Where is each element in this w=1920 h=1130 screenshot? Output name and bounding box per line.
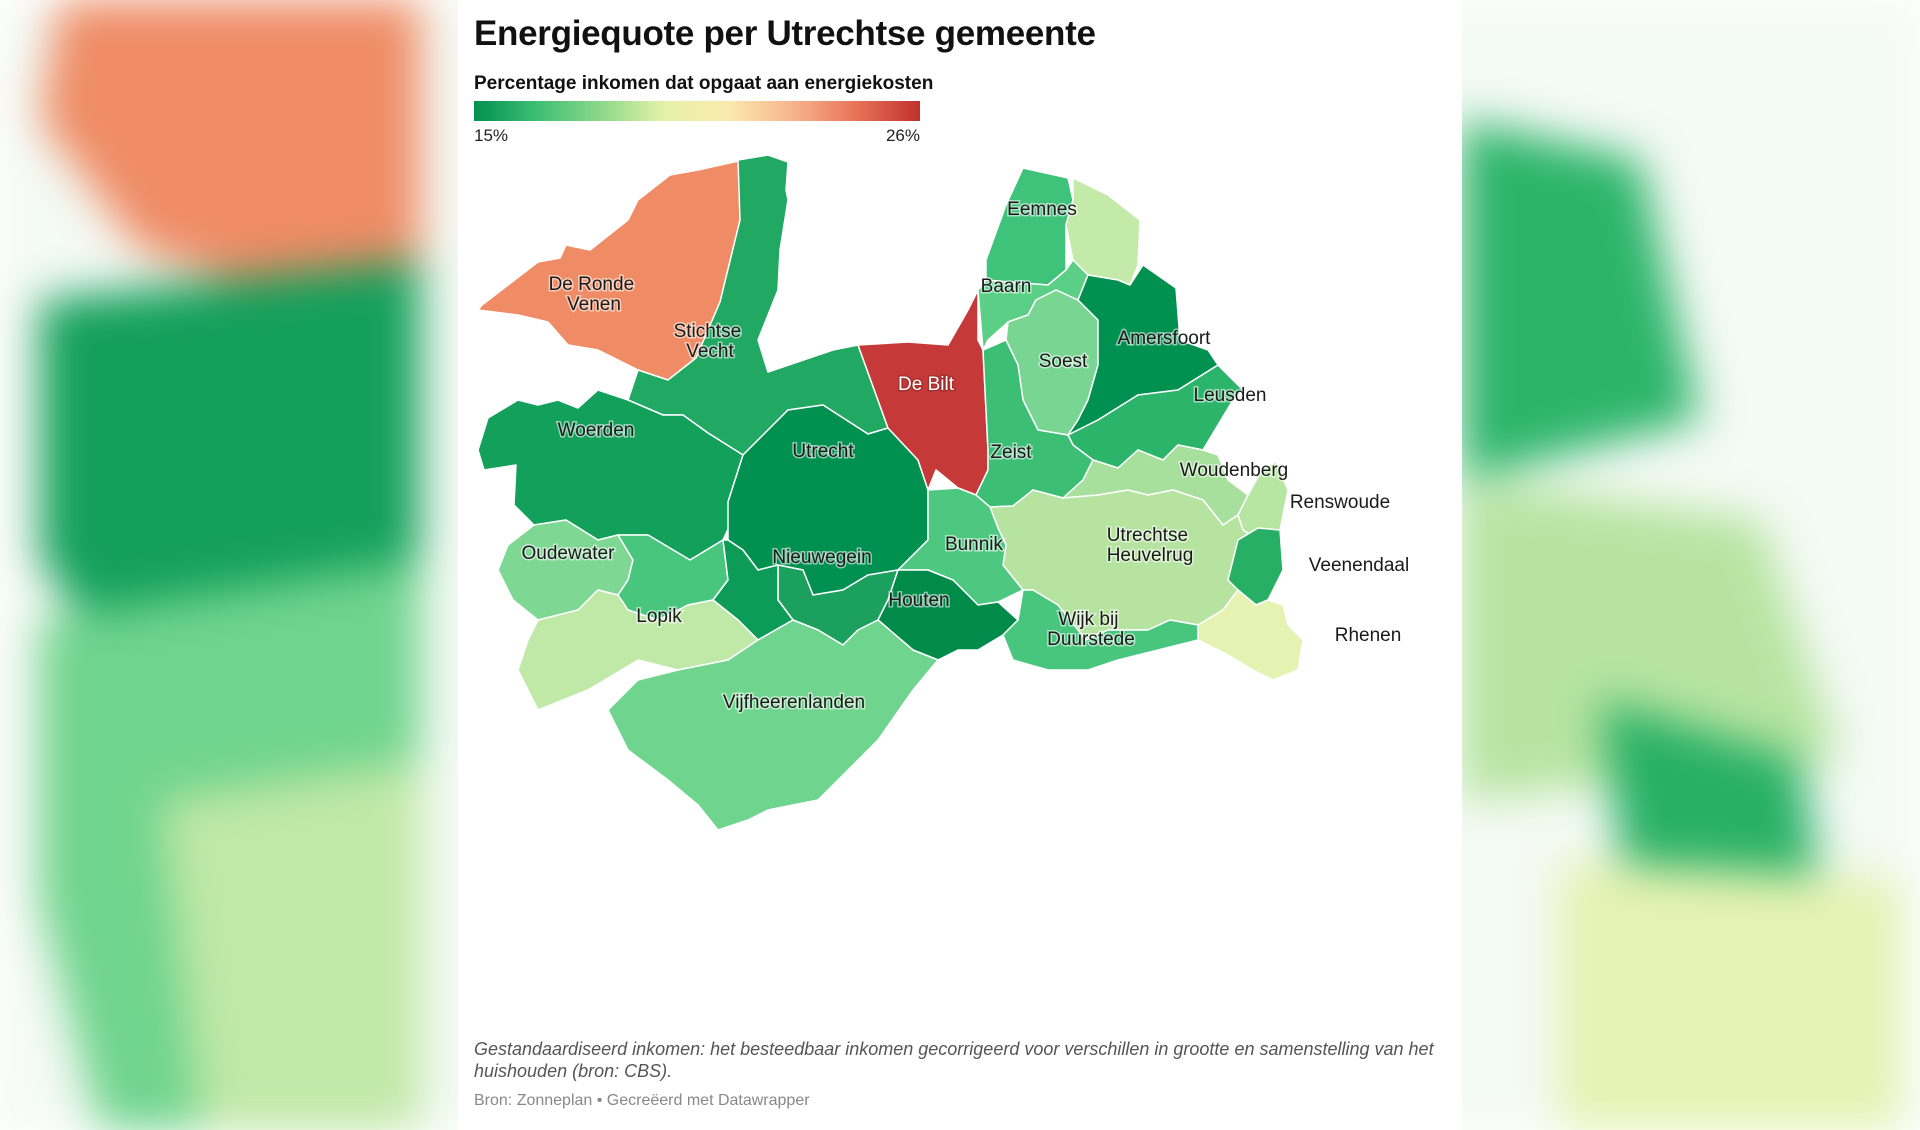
map-regions: [477, 149, 1304, 831]
region-vijfheerenlanden[interactable]: [607, 619, 939, 831]
chart-note: Gestandaardiseerd inkomen: het besteedba…: [474, 1039, 1434, 1081]
legend-gradient-bar: [474, 101, 920, 121]
label-rhenen: Rhenen: [1335, 625, 1402, 646]
chart-title: Energiequote per Utrechtse gemeente: [474, 14, 1096, 53]
label-renswoude: Renswoude: [1290, 492, 1390, 513]
chart-source: Bron: Zonneplan • Gecreëerd met Datawrap…: [474, 1092, 810, 1109]
legend-max-label: 26%: [885, 126, 920, 145]
region-ijsselstein[interactable]: [712, 539, 794, 641]
region-eemnes[interactable]: [985, 167, 1074, 286]
label-veenendaal: Veenendaal: [1309, 555, 1409, 576]
region-wijk-bij-duurstede[interactable]: [1002, 589, 1199, 671]
choropleth-map: De Ronde Venen Stichtse Vecht Woerden Ut…: [458, 149, 1462, 1010]
legend-min-label: 15%: [474, 126, 509, 145]
legend-title: Percentage inkomen dat opgaat aan energi…: [474, 73, 934, 94]
region-lopik[interactable]: [517, 589, 759, 711]
chart-card: Energiequote per Utrechtse gemeente Perc…: [458, 0, 1462, 1130]
map-svg: De Ronde Venen Stichtse Vecht Woerden Ut…: [477, 149, 1411, 831]
legend-color-scale: [474, 101, 920, 121]
